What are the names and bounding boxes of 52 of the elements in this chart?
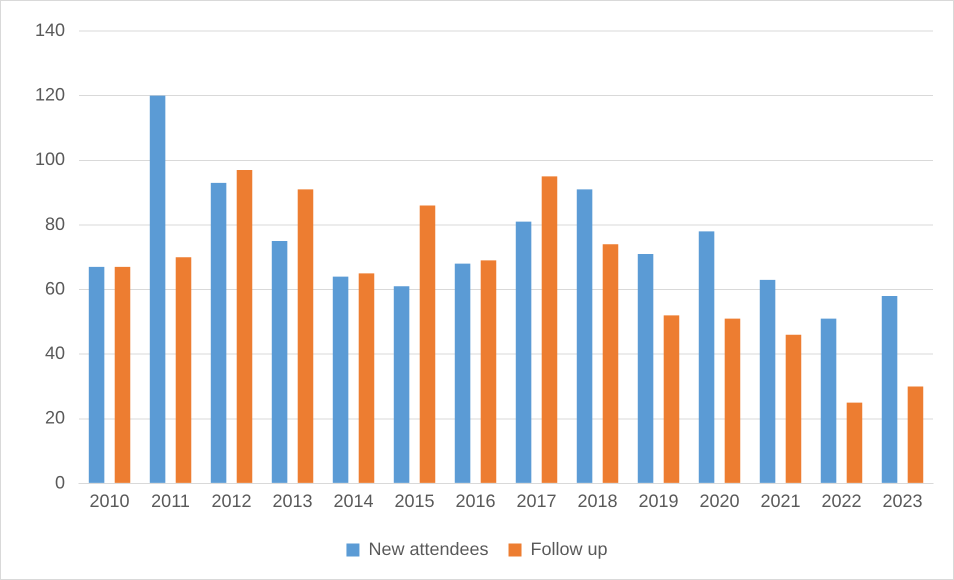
bar xyxy=(846,402,862,483)
bar xyxy=(272,241,288,483)
bar xyxy=(358,273,374,483)
x-tick-label: 2016 xyxy=(455,491,496,512)
bar xyxy=(786,334,802,483)
bar xyxy=(420,205,436,483)
bar xyxy=(576,189,592,483)
bar xyxy=(480,260,496,483)
y-tick-label: 120 xyxy=(34,84,66,105)
y-tick-label: 0 xyxy=(55,472,66,492)
bar xyxy=(698,231,714,483)
x-tick-label: 2011 xyxy=(151,491,190,512)
bar xyxy=(332,276,348,483)
x-tick-label: 2018 xyxy=(577,491,618,512)
x-tick-label: 2017 xyxy=(516,491,557,512)
bar xyxy=(210,182,226,483)
bar xyxy=(150,96,166,483)
bar xyxy=(664,315,680,483)
bar xyxy=(724,318,740,483)
bar xyxy=(908,386,924,483)
bar xyxy=(298,189,314,483)
y-tick-label: 80 xyxy=(45,214,66,234)
x-tick-label: 2013 xyxy=(272,491,313,512)
bar xyxy=(394,286,410,483)
bar xyxy=(882,296,898,483)
bar xyxy=(176,257,192,483)
x-tick-label: 2010 xyxy=(90,491,130,512)
x-tick-label: 2015 xyxy=(394,491,435,512)
x-tick-label: 2014 xyxy=(334,491,374,512)
y-tick-label: 140 xyxy=(34,20,66,40)
bar xyxy=(542,176,558,483)
bar xyxy=(638,254,654,483)
x-tick-label: 2021 xyxy=(760,491,801,512)
x-tick-label: 2020 xyxy=(699,491,740,512)
y-tick-label: 60 xyxy=(45,278,66,298)
bar xyxy=(236,170,252,483)
bar xyxy=(602,244,618,483)
bar xyxy=(88,266,104,483)
bar xyxy=(760,280,776,483)
y-tick-label: 20 xyxy=(45,408,66,428)
bar xyxy=(114,266,130,483)
bar xyxy=(820,318,836,483)
x-tick-label: 2022 xyxy=(821,491,862,512)
y-tick-label: 40 xyxy=(45,343,66,364)
x-tick-label: 2019 xyxy=(638,491,679,512)
legend-label: Follow up xyxy=(530,538,608,559)
y-tick-label: 100 xyxy=(34,149,66,170)
x-tick-label: 2023 xyxy=(882,491,923,512)
x-tick-label: 2012 xyxy=(212,491,252,512)
legend-label: New attendees xyxy=(368,538,489,559)
bar xyxy=(516,222,532,483)
bar xyxy=(454,264,470,483)
